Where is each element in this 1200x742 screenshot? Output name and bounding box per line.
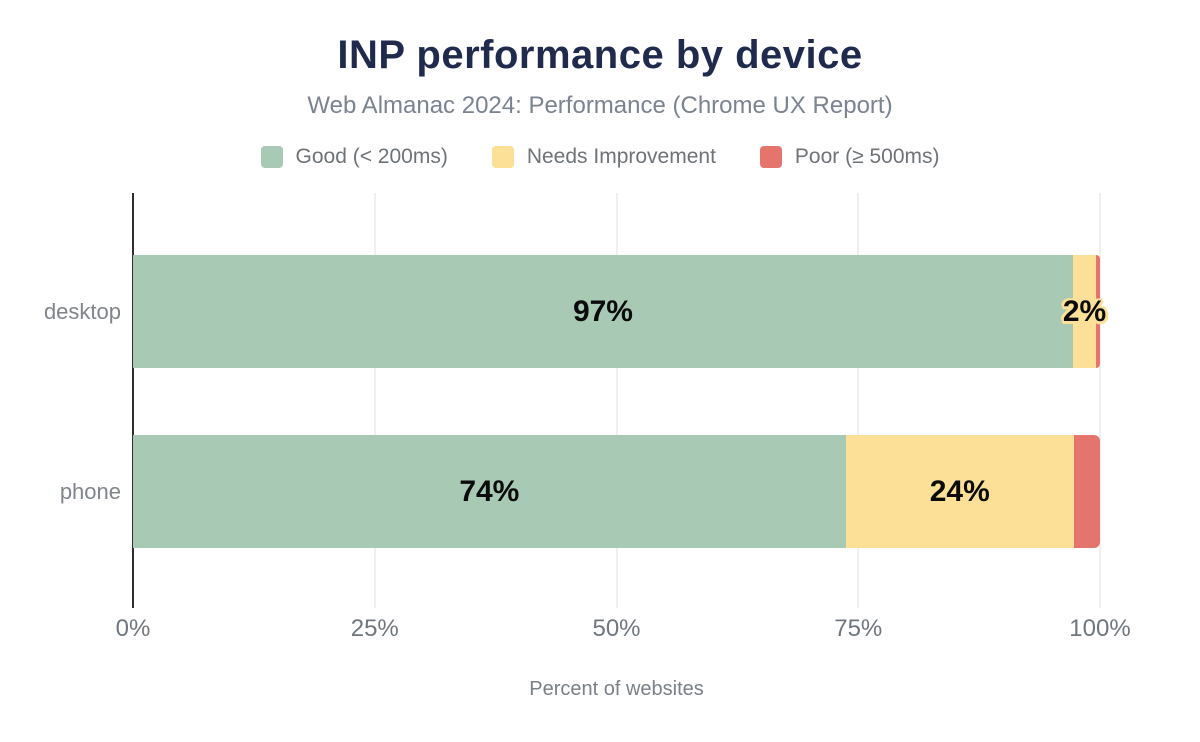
legend-swatch-icon: [759, 146, 782, 168]
bar-value-label: 97%: [572, 294, 633, 328]
chart-title: INP performance by device: [337, 33, 863, 77]
gridline-25: [373, 193, 376, 608]
gridline-75: [857, 193, 860, 608]
bar-value-label: 2%: [1062, 294, 1107, 328]
legend-item-3: Poor (≥ 500ms): [759, 145, 940, 169]
bar-segment-desktop-needs-improvement: 2%: [1063, 255, 1106, 368]
x-tick-100: 100%: [1069, 615, 1131, 642]
x-tick-50: 50%: [592, 615, 641, 642]
legend-item-1: Good (< 200ms): [260, 145, 448, 169]
legend-item-2: Needs Improvement: [491, 145, 716, 169]
bar-segment-phone-good-200ms: 74%: [133, 435, 846, 548]
bar-value-label: 74%: [459, 474, 520, 508]
category-label-desktop: desktop: [43, 298, 121, 324]
bar-value-label: 24%: [929, 474, 990, 508]
bar-segment-desktop-poor-500ms: [1096, 255, 1100, 368]
legend-swatch-icon: [491, 146, 514, 168]
legend-swatch-icon: [260, 146, 283, 168]
legend: Good (< 200ms) Needs Improvement Poor (≥ 5…: [0, 141, 1200, 173]
bar-segment-desktop-good-200ms: 97%: [133, 255, 1073, 368]
plot-area: 97% 2% 74% 24%: [132, 193, 1106, 608]
legend-label: Poor (≥ 500ms): [794, 145, 940, 168]
legend-label: Needs Improvement: [526, 145, 716, 168]
bar-segment-phone-needs-improvement: 24%: [845, 435, 1074, 548]
x-axis-ticks: 0% 25% 50% 75% 100%: [0, 615, 1200, 647]
bar-row-phone: 74% 24%: [133, 435, 1100, 548]
chart-subtitle: Web Almanac 2024: Performance (Chrome UX…: [307, 92, 893, 119]
y-axis-line: [132, 193, 134, 608]
bar-row-desktop: 97% 2%: [133, 255, 1106, 368]
x-tick-0: 0%: [115, 615, 151, 642]
gridline-100: [1099, 193, 1101, 608]
x-axis-title: Percent of websites: [529, 678, 704, 700]
x-tick-25: 25%: [350, 615, 399, 642]
bar-segment-phone-poor-500ms: [1073, 435, 1100, 548]
gridline-50: [615, 193, 618, 608]
legend-label: Good (< 200ms): [295, 145, 448, 168]
category-label-phone: phone: [59, 478, 121, 504]
x-tick-75: 75%: [834, 615, 883, 642]
